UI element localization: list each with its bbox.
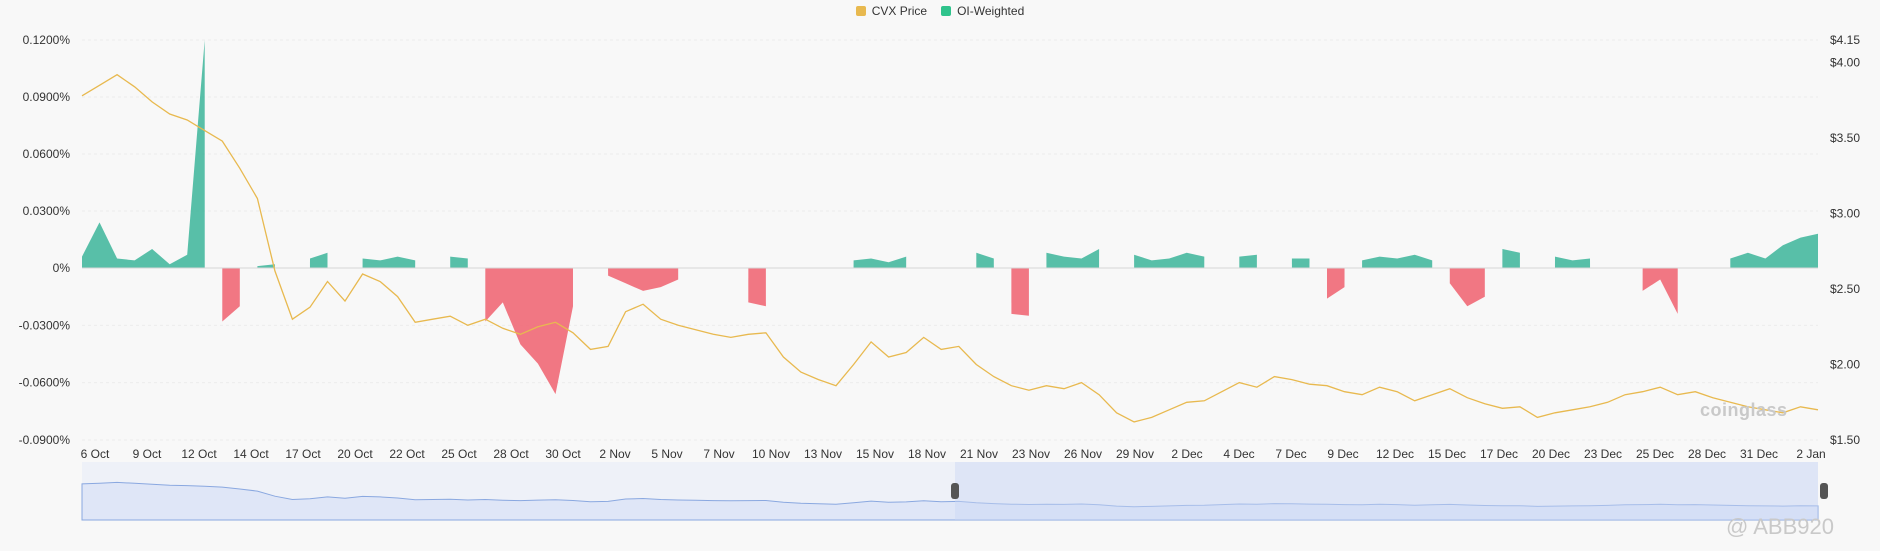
- user-watermark: @ ABB920: [1726, 514, 1834, 539]
- x-tick-label: 7 Dec: [1275, 447, 1306, 461]
- x-tick-label: 6 Oct: [81, 447, 110, 461]
- x-tick-label: 4 Dec: [1223, 447, 1254, 461]
- x-tick-label: 12 Oct: [181, 447, 217, 461]
- funding-area-positive: [1239, 254, 1257, 268]
- y-left-tick-label: -0.0600%: [19, 376, 71, 390]
- x-tick-label: 30 Oct: [545, 447, 581, 461]
- x-tick-label: 25 Dec: [1636, 447, 1674, 461]
- chart-legend: CVX Price OI-Weighted: [0, 4, 1880, 18]
- navigator-series: [81, 481, 1819, 521]
- x-tick-label: 13 Nov: [804, 447, 842, 461]
- legend-funding-label: OI-Weighted: [957, 4, 1025, 18]
- y-left-tick-label: 0%: [53, 261, 71, 275]
- x-tick-label: 9 Oct: [133, 447, 162, 461]
- funding-area-positive: [1362, 254, 1433, 268]
- x-tick-label: 17 Dec: [1480, 447, 1518, 461]
- y-left-tick-label: -0.0300%: [19, 318, 71, 332]
- legend-price-label: CVX Price: [871, 4, 928, 18]
- x-tick-label: 9 Dec: [1327, 447, 1358, 461]
- x-tick-label: 15 Dec: [1428, 447, 1466, 461]
- y-right-tick-label: $4.00: [1830, 56, 1860, 70]
- x-tick-label: 22 Oct: [389, 447, 425, 461]
- y-right-tick-label: $3.50: [1830, 131, 1860, 145]
- y-left-tick-label: 0.0900%: [23, 90, 71, 104]
- price-swatch: [855, 6, 866, 16]
- funding-area-positive: [853, 256, 907, 268]
- funding-area-positive: [309, 252, 328, 268]
- x-tick-label: 12 Dec: [1376, 447, 1414, 461]
- funding-area-positive: [257, 264, 275, 268]
- funding-area-negative: [1642, 268, 1678, 314]
- axis-layer: 0.1200% 0.0900% 0.0600% 0.0300% 0% -0.0300% -0…: [19, 33, 1861, 461]
- y-left-tick-label: 0.0300%: [23, 204, 71, 218]
- funding-swatch: [941, 6, 952, 16]
- funding-area-positive: [1502, 249, 1520, 268]
- y-left-tick-label: 0.0600%: [23, 147, 71, 161]
- x-tick-label: 18 Nov: [908, 447, 946, 461]
- x-tick-label: 17 Oct: [285, 447, 321, 461]
- x-tick-label: 23 Nov: [1012, 447, 1050, 461]
- funding-area-positive: [82, 40, 205, 268]
- y-right-tick-label: $2.50: [1830, 282, 1860, 296]
- x-tick-label: 10 Nov: [752, 447, 790, 461]
- legend-item-price[interactable]: CVX Price: [855, 4, 928, 18]
- x-tick-label: 2 Jan: [1796, 447, 1825, 461]
- navigator-handle-left[interactable]: [951, 483, 959, 499]
- funding-area-positive: [362, 256, 416, 268]
- funding-area-negative: [1449, 268, 1485, 307]
- x-tick-label: 23 Dec: [1584, 447, 1622, 461]
- funding-area-negative: [748, 268, 766, 307]
- x-tick-label: 25 Oct: [441, 447, 477, 461]
- coinglass-logo: coinglass: [1700, 400, 1788, 420]
- y-right-tick-label: $3.00: [1830, 207, 1860, 221]
- navigator-handle-right[interactable]: [1820, 483, 1828, 499]
- grid-layer: [82, 39, 1818, 441]
- funding-area-negative: [608, 268, 679, 291]
- funding-area-negative: [1327, 268, 1345, 299]
- x-tick-label: 14 Oct: [233, 447, 269, 461]
- funding-area-positive: [1730, 233, 1818, 268]
- navigator-selection: [955, 462, 1818, 520]
- navigator-layer: [81, 462, 1828, 521]
- x-tick-label: 26 Nov: [1064, 447, 1102, 461]
- y-right-tick-label: $1.50: [1830, 433, 1860, 447]
- x-tick-label: 2 Nov: [599, 447, 630, 461]
- funding-area-positive: [450, 256, 468, 268]
- funding-area-positive: [1046, 249, 1100, 268]
- funding-area-positive: [976, 252, 994, 268]
- x-tick-label: 20 Oct: [337, 447, 373, 461]
- y-right-tick-label: $2.00: [1830, 358, 1860, 372]
- x-tick-label: 31 Dec: [1740, 447, 1778, 461]
- y-left-tick-label: 0.1200%: [23, 33, 71, 47]
- x-tick-label: 28 Oct: [493, 447, 529, 461]
- x-tick-label: 29 Nov: [1116, 447, 1154, 461]
- price-line: [81, 73, 1819, 423]
- x-tick-label: 7 Nov: [703, 447, 734, 461]
- funding-area-positive: [1554, 256, 1591, 268]
- x-tick-label: 20 Dec: [1532, 447, 1570, 461]
- x-tick-label: 15 Nov: [856, 447, 894, 461]
- legend-item-funding[interactable]: OI-Weighted: [941, 4, 1024, 18]
- x-tick-label: 2 Dec: [1171, 447, 1202, 461]
- x-tick-label: 28 Dec: [1688, 447, 1726, 461]
- funding-area-negative: [1011, 268, 1029, 316]
- x-tick-label: 5 Nov: [651, 447, 682, 461]
- funding-area-positive: [1291, 258, 1310, 268]
- x-tick-label: 21 Nov: [960, 447, 998, 461]
- series-layer: [81, 40, 1819, 423]
- y-left-tick-label: -0.0900%: [19, 433, 71, 447]
- funding-area-negative: [222, 268, 240, 322]
- funding-area-positive: [1134, 252, 1205, 268]
- y-right-tick-label: $4.15: [1830, 33, 1860, 47]
